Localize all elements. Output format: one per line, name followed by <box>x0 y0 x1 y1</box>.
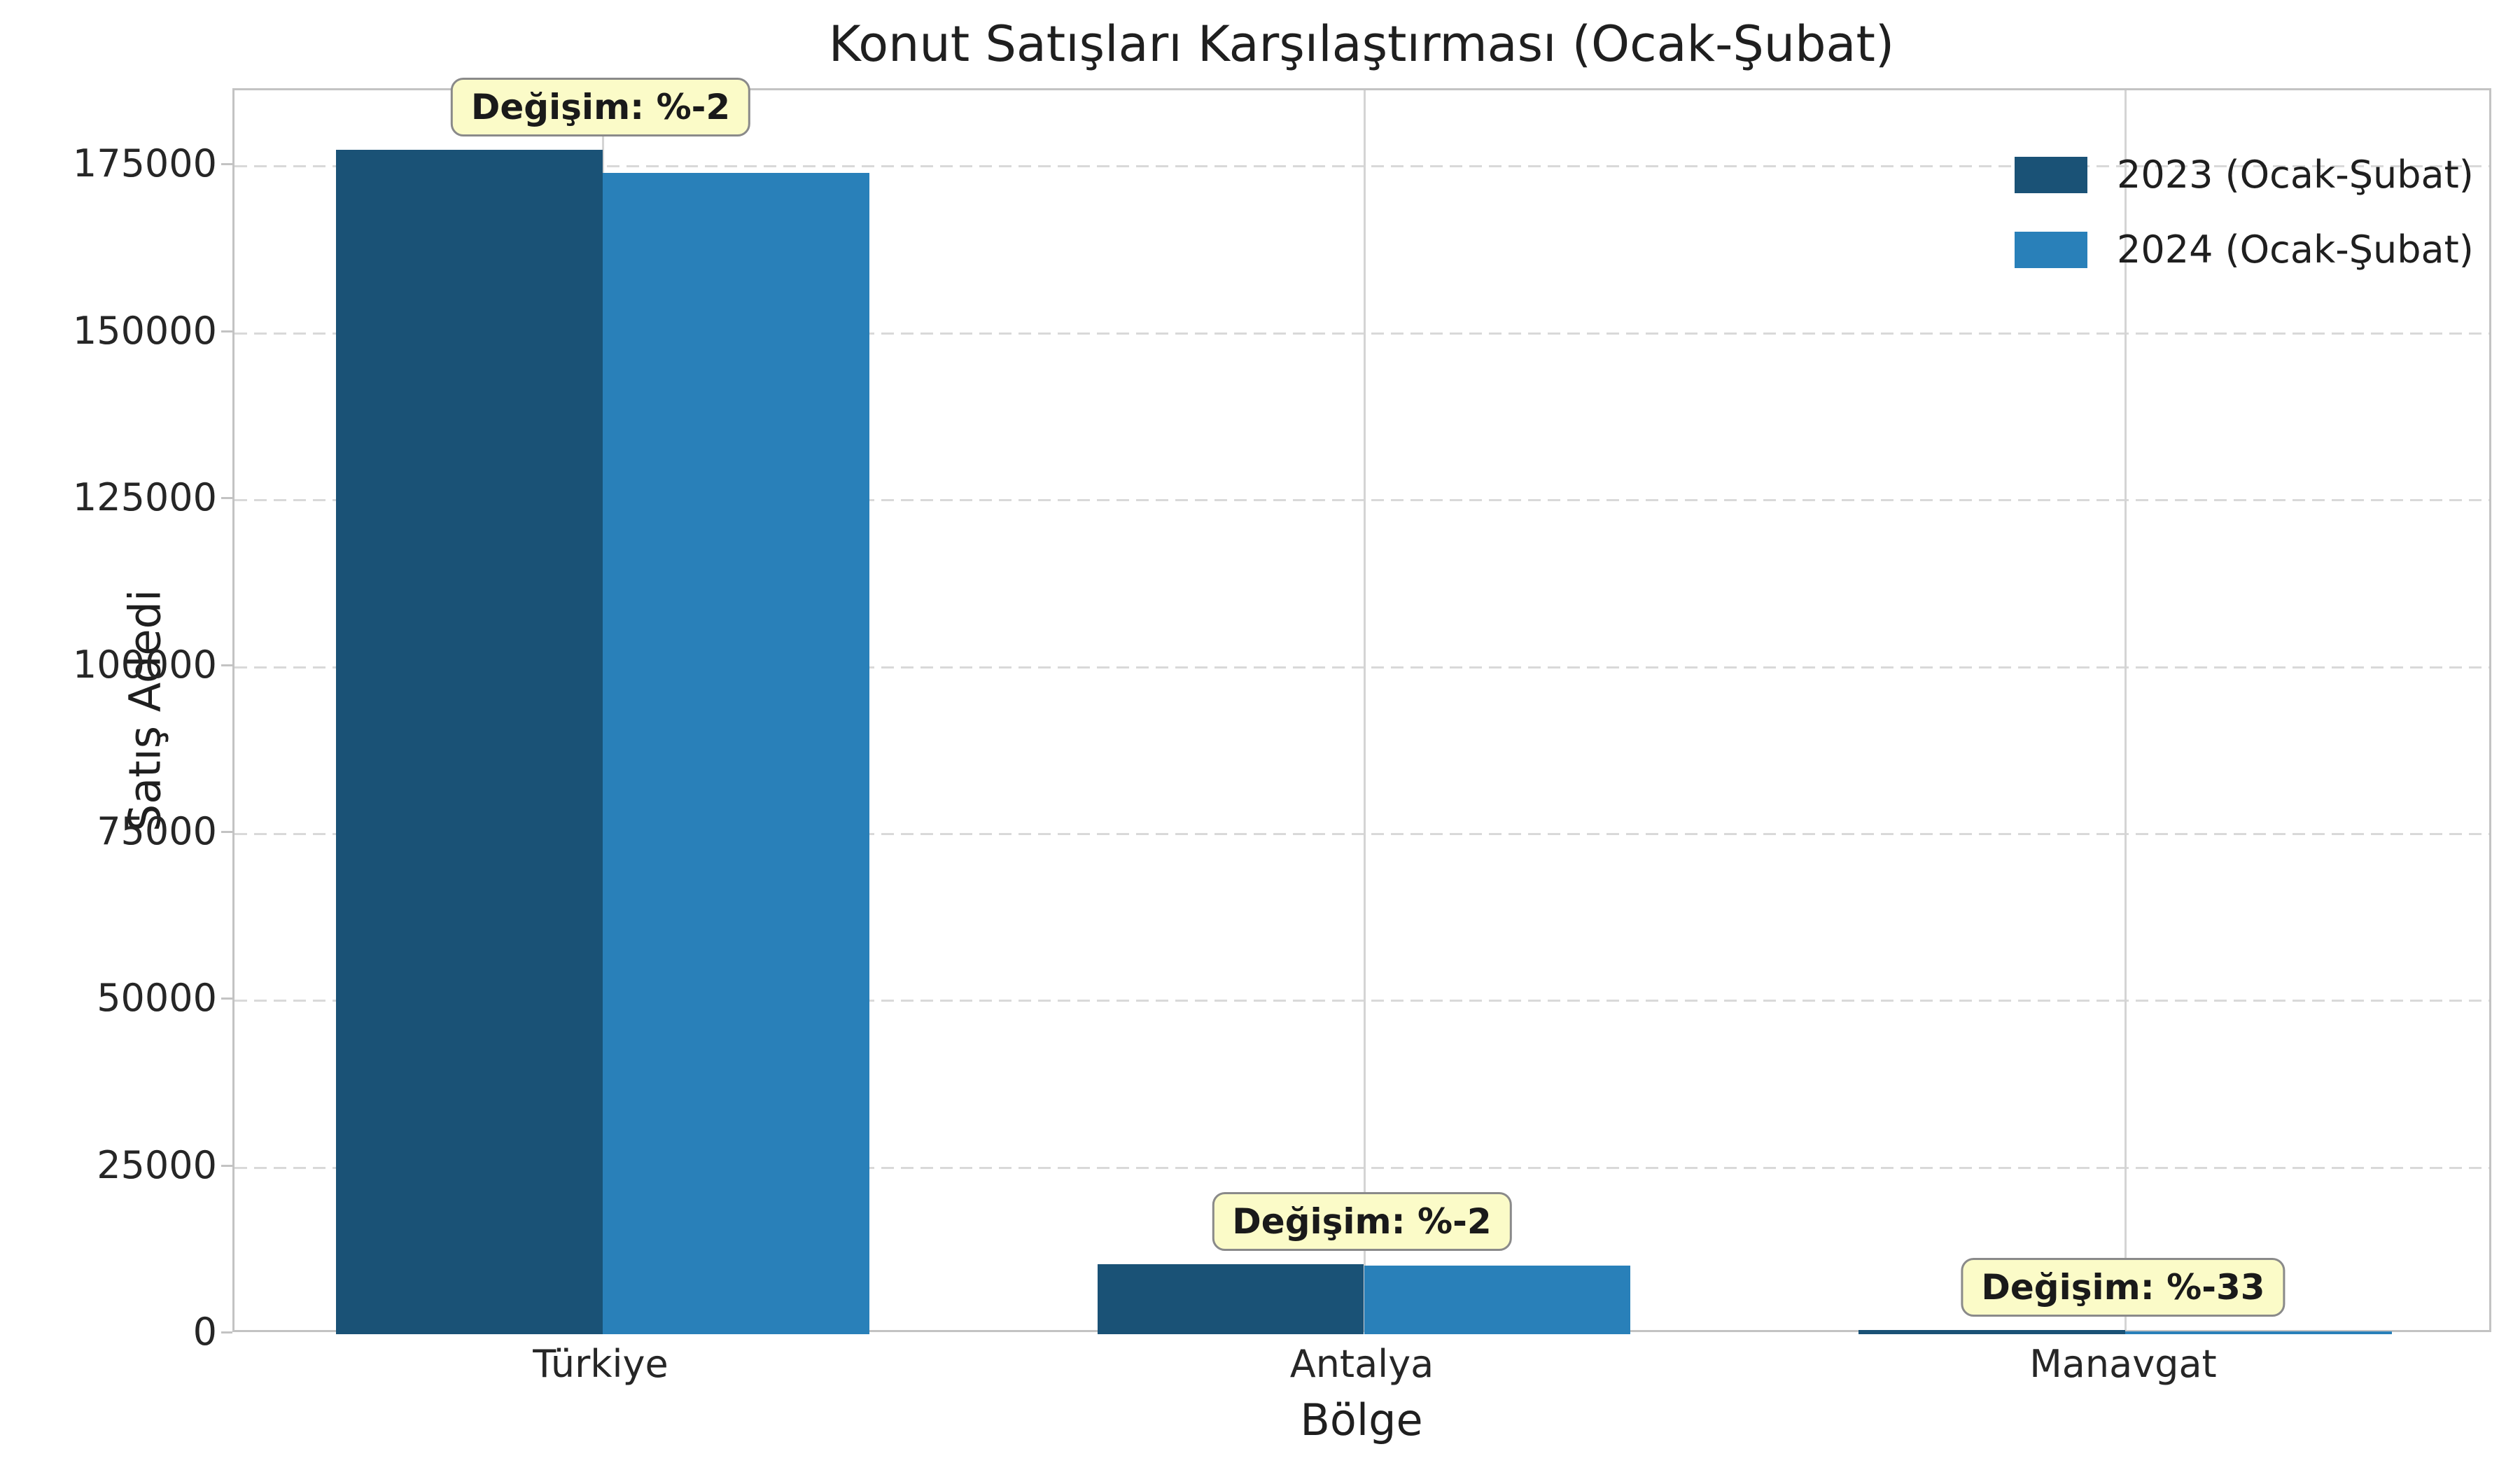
bar-2023-manavgat <box>1858 1330 2125 1334</box>
y-tick-mark-50000 <box>221 997 232 1000</box>
x-gridline-manavgat <box>2124 90 2127 1330</box>
y-gridline-125000 <box>234 499 2489 502</box>
y-tick-mark-0 <box>221 1331 232 1334</box>
y-gridline-100000 <box>234 666 2489 668</box>
y-axis-label: Satış Adedi <box>119 589 171 832</box>
annotation-manavgat: Değişim: %-33 <box>1961 1258 2286 1317</box>
y-tick-mark-125000 <box>221 497 232 500</box>
y-tick-label-50000: 50000 <box>97 976 217 1021</box>
bar-2023-t-rkiye <box>336 149 603 1334</box>
bar-2023-antalya <box>1097 1264 1364 1334</box>
annotation-t-rkiye: Değişim: %-2 <box>450 77 751 136</box>
x-tick-label-t-rkiye: Türkiye <box>533 1342 668 1386</box>
chart-title: Konut Satışları Karşılaştırması (Ocak-Şu… <box>828 15 1895 73</box>
bar-2024-t-rkiye <box>603 172 869 1334</box>
legend-swatch-2024 <box>2015 231 2087 268</box>
y-tick-mark-75000 <box>221 830 232 833</box>
x-gridline-antalya <box>1363 90 1366 1330</box>
y-tick-mark-25000 <box>221 1164 232 1167</box>
y-gridline-75000 <box>234 832 2489 835</box>
y-tick-mark-175000 <box>221 163 232 166</box>
y-tick-label-25000: 25000 <box>97 1142 217 1187</box>
y-tick-mark-150000 <box>221 330 232 332</box>
legend-item-2024: 2024 (Ocak-Şubat) <box>2015 212 2474 287</box>
x-tick-label-manavgat: Manavgat <box>2029 1342 2217 1386</box>
y-tick-label-125000: 125000 <box>72 475 217 520</box>
legend-label-2024: 2024 (Ocak-Şubat) <box>2117 227 2474 272</box>
x-tick-label-antalya: Antalya <box>1289 1342 1434 1386</box>
y-tick-label-75000: 75000 <box>97 808 217 853</box>
bar-2024-manavgat <box>2124 1331 2392 1334</box>
y-tick-label-0: 0 <box>192 1310 217 1354</box>
y-gridline-25000 <box>234 1166 2489 1169</box>
y-tick-mark-100000 <box>221 664 232 666</box>
y-tick-label-175000: 175000 <box>72 141 217 186</box>
annotation-antalya: Değişim: %-2 <box>1212 1191 1512 1251</box>
legend-label-2023: 2023 (Ocak-Şubat) <box>2117 153 2474 197</box>
legend: 2023 (Ocak-Şubat) 2024 (Ocak-Şubat) <box>2015 137 2474 287</box>
x-axis-label: Bölge <box>1300 1394 1423 1446</box>
bar-2024-antalya <box>1364 1265 1631 1334</box>
y-gridline-150000 <box>234 332 2489 335</box>
y-tick-label-150000: 150000 <box>72 308 217 353</box>
y-gridline-175000 <box>234 165 2489 168</box>
plot-area <box>232 88 2491 1334</box>
y-tick-label-100000: 100000 <box>72 642 217 687</box>
legend-item-2023: 2023 (Ocak-Şubat) <box>2015 137 2474 212</box>
legend-swatch-2023 <box>2015 156 2087 193</box>
y-gridline-50000 <box>234 1000 2489 1002</box>
